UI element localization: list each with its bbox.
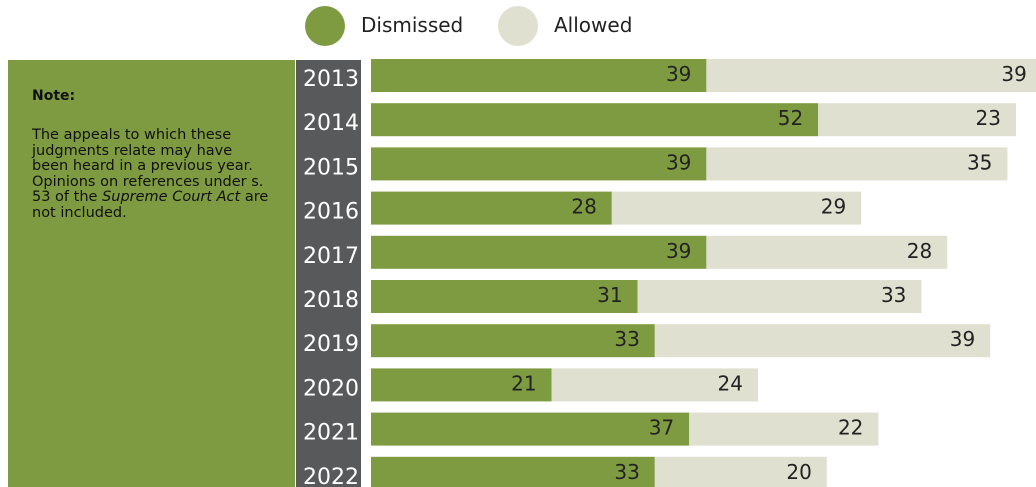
bar-allowed-2014 — [818, 103, 1016, 137]
bar-allowed-2020 — [551, 368, 758, 402]
value-label-dismissed-2015: 39 — [666, 150, 691, 174]
value-label-dismissed-2021: 37 — [649, 416, 674, 440]
note-title: Note: — [32, 88, 76, 104]
value-label-allowed-2014: 23 — [976, 106, 1001, 130]
year-label-2014: 2014 — [303, 111, 359, 136]
value-label-allowed-2013: 39 — [1001, 62, 1026, 86]
value-label-dismissed-2013: 39 — [666, 62, 691, 86]
value-label-allowed-2016: 29 — [821, 195, 846, 219]
bar-dismissed-2021 — [371, 412, 690, 446]
value-label-allowed-2019: 39 — [950, 327, 975, 351]
legend-swatch-dismissed — [305, 6, 345, 46]
bar-allowed-2019 — [654, 324, 991, 358]
bar-dismissed-2016 — [371, 191, 612, 225]
value-label-dismissed-2016: 28 — [571, 195, 596, 219]
year-label-2013: 2013 — [303, 67, 359, 92]
bar-dismissed-2017 — [371, 235, 707, 269]
note-text-italic: Supreme Court Act — [102, 189, 241, 205]
value-label-allowed-2020: 24 — [718, 371, 743, 395]
bar-allowed-2016 — [611, 191, 862, 225]
year-label-2017: 2017 — [303, 244, 359, 269]
note-body: The appeals to which these judgments rel… — [32, 127, 271, 221]
note-text-after: are not included. — [32, 189, 269, 221]
bar-dismissed-2019 — [371, 324, 655, 358]
bar-dismissed-2018 — [371, 280, 638, 313]
year-label-2020: 2020 — [303, 376, 359, 401]
value-label-dismissed-2017: 39 — [666, 239, 691, 263]
value-label-dismissed-2022: 33 — [614, 460, 639, 484]
year-label-2016: 2016 — [303, 200, 359, 225]
value-label-dismissed-2014: 52 — [778, 106, 803, 130]
value-label-dismissed-2018: 31 — [597, 283, 622, 307]
legend-swatch-allowed — [498, 6, 538, 46]
bar-allowed-2018 — [637, 280, 922, 313]
bar-allowed-2015 — [706, 147, 1008, 181]
bar-allowed-2022 — [654, 456, 827, 487]
value-label-dismissed-2020: 21 — [511, 371, 536, 395]
year-label-2015: 2015 — [303, 155, 359, 180]
note-text-before: The appeals to which these judgments rel… — [32, 127, 264, 205]
bar-allowed-2021 — [689, 412, 879, 446]
legend-label-allowed: Allowed — [554, 13, 633, 37]
bar-allowed-2017 — [706, 235, 948, 269]
value-label-allowed-2022: 20 — [786, 460, 811, 484]
bar-allowed-2013 — [706, 59, 1036, 92]
year-label-2018: 2018 — [303, 288, 359, 313]
year-label-2019: 2019 — [303, 332, 359, 357]
year-column — [296, 60, 361, 487]
year-label-2022: 2022 — [303, 465, 359, 487]
value-label-allowed-2021: 22 — [838, 416, 863, 440]
bar-dismissed-2022 — [371, 456, 655, 487]
legend-label-dismissed: Dismissed — [361, 13, 464, 37]
note-panel: Note: The appeals to which these judgmen… — [8, 60, 295, 487]
value-label-allowed-2017: 28 — [907, 239, 932, 263]
bar-dismissed-2014 — [371, 103, 819, 137]
value-label-allowed-2015: 35 — [967, 150, 992, 174]
bar-dismissed-2015 — [371, 147, 707, 181]
bar-dismissed-2013 — [371, 59, 707, 92]
value-label-dismissed-2019: 33 — [614, 327, 639, 351]
value-label-allowed-2018: 33 — [881, 283, 906, 307]
year-label-2021: 2021 — [303, 421, 359, 446]
bar-dismissed-2020 — [371, 368, 552, 402]
